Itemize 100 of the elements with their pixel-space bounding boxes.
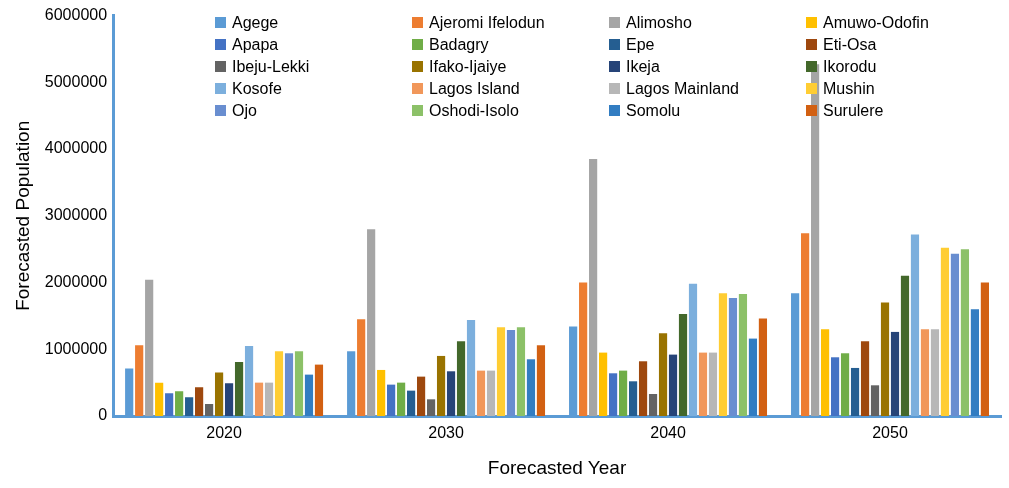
bar <box>314 364 324 416</box>
bar <box>436 355 446 416</box>
legend-label: Ifako-Ijaiye <box>429 57 507 76</box>
bar <box>658 333 668 416</box>
bar <box>466 319 476 416</box>
x-tick-label: 2040 <box>650 424 686 442</box>
bar <box>304 374 314 416</box>
bar <box>840 353 850 416</box>
bar <box>446 371 456 416</box>
bar <box>628 381 638 416</box>
bar <box>728 297 738 416</box>
bar <box>890 331 900 416</box>
x-tick-label: 2050 <box>872 424 908 442</box>
bar <box>830 357 840 416</box>
bar <box>254 382 264 416</box>
bar <box>850 367 860 416</box>
bar <box>708 352 718 416</box>
bar <box>579 282 588 416</box>
bar <box>145 279 154 416</box>
bar <box>970 309 980 416</box>
bar <box>476 370 486 416</box>
legend-label: Oshodi-Isolo <box>429 101 519 120</box>
bar <box>638 361 648 416</box>
bar <box>648 393 658 416</box>
bar <box>274 351 284 416</box>
y-tick-label: 6000000 <box>44 6 108 24</box>
bar <box>377 369 386 416</box>
bar <box>205 403 214 416</box>
bar <box>516 327 526 416</box>
bar <box>811 64 820 416</box>
bar <box>506 329 516 416</box>
bar <box>387 384 396 416</box>
legend-label: Somolu <box>626 101 681 120</box>
bar <box>536 345 546 416</box>
bar <box>738 293 748 416</box>
bar <box>860 341 870 416</box>
bar <box>758 318 768 416</box>
bar <box>940 247 950 416</box>
bar <box>678 313 688 416</box>
bar <box>960 249 970 416</box>
bar <box>175 391 184 416</box>
legend-label: Lagos Island <box>429 79 520 98</box>
bar <box>920 329 930 416</box>
bar <box>618 370 628 416</box>
bar <box>589 159 598 416</box>
bar <box>214 372 224 416</box>
bar <box>748 338 758 416</box>
bar <box>950 253 960 416</box>
bar <box>910 234 920 416</box>
bar <box>980 282 989 416</box>
bar <box>244 345 254 416</box>
bar <box>234 361 244 416</box>
bar <box>880 302 890 416</box>
bar <box>698 352 708 416</box>
legend-label: Eti-Osa <box>823 35 877 54</box>
bar <box>284 353 294 416</box>
legend-label: Mushin <box>823 79 875 98</box>
bar <box>496 327 506 416</box>
y-axis-title: Forecasted Population <box>11 120 33 311</box>
legend-label: Agege <box>232 13 279 32</box>
bar <box>526 359 536 416</box>
bar <box>195 387 204 416</box>
legend-label: Ikorodu <box>823 57 877 76</box>
y-tick-label: 2000000 <box>44 272 108 290</box>
bar <box>367 229 376 416</box>
bar <box>668 354 678 416</box>
bar <box>165 393 174 416</box>
legend-label: Ibeju-Lekki <box>232 57 310 76</box>
y-tick-label: 4000000 <box>44 139 108 157</box>
bar <box>397 382 406 416</box>
y-tick-label: 1000000 <box>44 339 108 357</box>
bar <box>801 233 810 416</box>
bar <box>135 345 144 416</box>
bar <box>486 370 496 416</box>
bar <box>900 275 910 416</box>
x-tick-label: 2030 <box>428 424 464 442</box>
bar <box>609 373 618 416</box>
legend-label: Apapa <box>232 35 279 54</box>
legend-label: Ojo <box>232 101 257 120</box>
legend-label: Badagry <box>429 35 489 54</box>
legend-label: Kosofe <box>232 79 282 98</box>
legend-label: Epe <box>626 35 655 54</box>
bar <box>426 399 436 416</box>
bar <box>294 351 304 416</box>
bar <box>930 329 940 416</box>
legend-label: Surulere <box>823 101 884 120</box>
legend-label: Lagos Mainland <box>626 79 739 98</box>
bar <box>416 376 426 416</box>
legend-label: Amuwo-Odofin <box>823 13 929 32</box>
bar <box>185 397 194 416</box>
legend-label: Ikeja <box>626 57 660 76</box>
bar <box>456 341 466 416</box>
bar <box>599 352 608 416</box>
bar <box>357 319 366 416</box>
bar <box>407 390 416 416</box>
bar <box>155 382 164 416</box>
y-tick-label: 0 <box>98 406 108 424</box>
legend-label: Alimosho <box>626 13 692 32</box>
x-axis-title: Forecasted Year <box>487 456 627 478</box>
bar <box>264 382 274 416</box>
